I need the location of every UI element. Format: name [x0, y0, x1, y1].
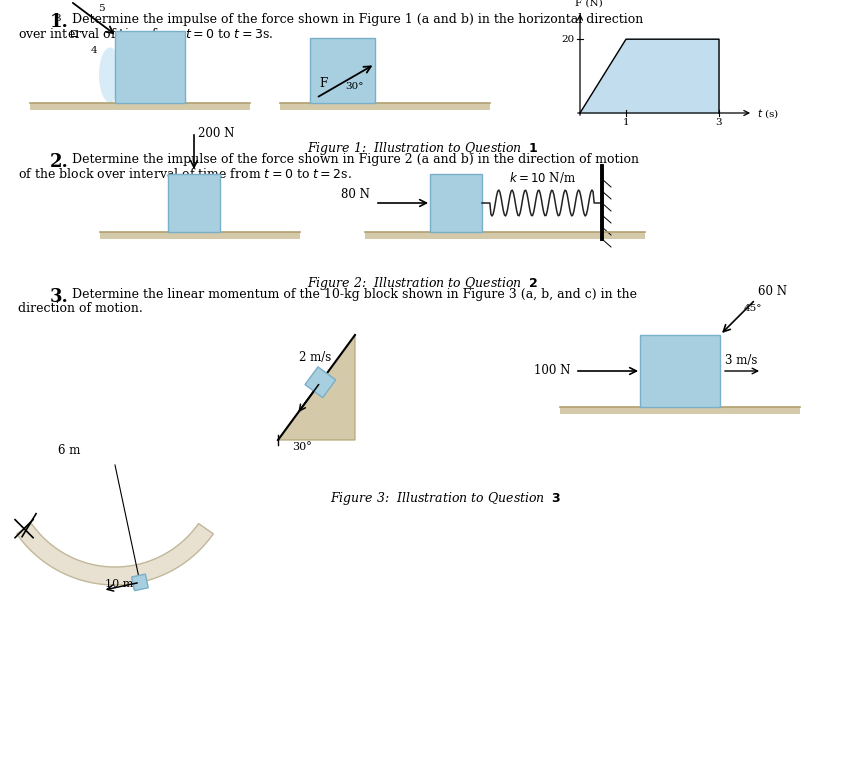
Bar	[280, 103, 490, 110]
Text: 3.: 3.	[50, 288, 69, 306]
Polygon shape	[131, 574, 148, 591]
Text: 4: 4	[91, 46, 97, 55]
Polygon shape	[17, 523, 213, 585]
Bar	[640, 335, 720, 407]
Text: 80 N: 80 N	[341, 188, 370, 201]
Text: Figure 3:  Illustration to Question  $\mathbf{3}$: Figure 3: Illustration to Question $\mat…	[330, 490, 562, 507]
Polygon shape	[278, 335, 355, 440]
Text: 10 m/s: 10 m/s	[105, 578, 142, 588]
Text: 1.: 1.	[50, 13, 69, 31]
Text: 45°: 45°	[744, 304, 761, 312]
Bar	[30, 103, 250, 110]
Text: 1: 1	[623, 118, 629, 127]
Text: F: F	[319, 78, 327, 91]
Text: F (N): F (N)	[575, 0, 603, 8]
Bar	[115, 31, 185, 103]
Text: 200 N: 200 N	[198, 127, 235, 140]
Polygon shape	[305, 367, 335, 398]
Text: 5: 5	[97, 4, 104, 12]
Text: 6 m: 6 m	[58, 443, 80, 456]
Bar	[430, 174, 482, 232]
Bar	[560, 407, 800, 414]
Ellipse shape	[99, 47, 121, 102]
Text: 30°: 30°	[292, 442, 312, 452]
Text: $k = 10$ N/m: $k = 10$ N/m	[508, 170, 575, 185]
Text: Determine the impulse of the force shown in Figure 2 (a and b) in the direction : Determine the impulse of the force shown…	[72, 153, 639, 166]
Text: 3: 3	[716, 118, 722, 127]
Text: Determine the linear momentum of the 10-kg block shown in Figure 3 (a, b, and c): Determine the linear momentum of the 10-…	[72, 288, 637, 301]
Text: 100 N: 100 N	[534, 364, 570, 377]
Text: over interval of time from $t = 0$ to $t = 3$s.: over interval of time from $t = 0$ to $t…	[18, 27, 274, 41]
Bar	[168, 174, 220, 232]
Text: 30°: 30°	[345, 82, 363, 91]
Text: 2 m/s: 2 m/s	[299, 351, 331, 364]
Text: Figure 2:  Illustration to Question  $\mathbf{2}$: Figure 2: Illustration to Question $\mat…	[307, 275, 539, 292]
Text: 60 N: 60 N	[758, 284, 788, 298]
Text: Determine the impulse of the force shown in Figure 1 (a and b) in the horizontal: Determine the impulse of the force shown…	[72, 13, 643, 26]
Text: 3: 3	[54, 14, 61, 23]
Bar	[365, 232, 645, 239]
Text: $t$ (s): $t$ (s)	[757, 108, 779, 120]
Bar	[100, 232, 300, 239]
Polygon shape	[580, 40, 719, 113]
Bar	[310, 38, 375, 103]
Text: 2.: 2.	[50, 153, 69, 171]
Text: 20: 20	[562, 35, 575, 43]
Text: Figure 1:  Illustration to Question  $\mathbf{1}$: Figure 1: Illustration to Question $\mat…	[307, 140, 539, 157]
Text: of the block over interval of time from $t = 0$ to $t = 2$s.: of the block over interval of time from …	[18, 167, 352, 181]
Text: direction of motion.: direction of motion.	[18, 302, 143, 315]
Text: 3 m/s: 3 m/s	[725, 354, 757, 367]
